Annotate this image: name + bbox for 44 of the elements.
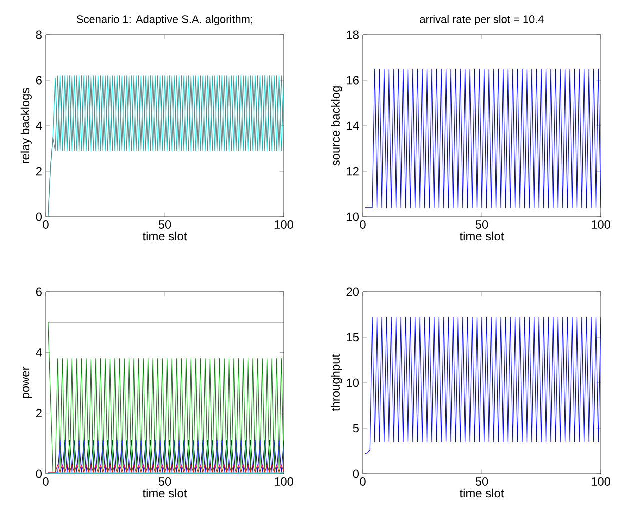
line-series bbox=[48, 322, 284, 473]
y-tick-label: 10 bbox=[347, 212, 360, 222]
y-tick-label: 16 bbox=[347, 76, 359, 85]
y-tick-label: 5 bbox=[353, 424, 359, 433]
y-axis-title: throughput bbox=[331, 354, 342, 412]
x-axis-title: time slot bbox=[142, 232, 188, 241]
y-tick-label: 20 bbox=[346, 288, 360, 296]
x-tick-label: 0 bbox=[43, 478, 49, 486]
x-tick-label: 100 bbox=[592, 478, 611, 486]
x-tick-label: 50 bbox=[158, 478, 172, 486]
x-axis-title: time slot bbox=[142, 488, 188, 498]
y-axis-title: power bbox=[23, 366, 32, 399]
x-tick-label: 50 bbox=[476, 478, 488, 486]
y-tick-label: 6 bbox=[36, 76, 42, 85]
x-tick-label: 0 bbox=[360, 220, 366, 229]
y-tick-label: 14 bbox=[347, 122, 360, 130]
y-tick-label: 4 bbox=[36, 122, 42, 130]
x-tick-label: 0 bbox=[43, 220, 49, 229]
x-tick-label: 50 bbox=[158, 220, 172, 229]
y-tick-label: 0 bbox=[36, 470, 42, 478]
x-tick-label: 50 bbox=[476, 220, 488, 229]
y-axis-title: source backlog bbox=[331, 86, 342, 166]
y-tick-label: 0 bbox=[353, 470, 360, 478]
x-tick-label: 100 bbox=[274, 220, 294, 229]
x-tick-label: 100 bbox=[592, 220, 611, 229]
line-series bbox=[48, 76, 284, 217]
chart-title: Scenario 1: Adaptive S.A. algorithm; bbox=[76, 15, 253, 26]
x-axis-title: time slot bbox=[460, 232, 504, 241]
y-tick-label: 6 bbox=[36, 288, 42, 296]
y-tick-label: 4 bbox=[36, 348, 42, 357]
y-tick-label: 2 bbox=[36, 409, 42, 418]
x-axis-title: time slot bbox=[460, 488, 504, 498]
x-tick-label: 0 bbox=[360, 478, 366, 486]
y-axis-title: relay backlogs bbox=[20, 88, 32, 164]
y-tick-label: 10 bbox=[347, 378, 360, 388]
x-tick-label: 100 bbox=[274, 478, 294, 486]
chart-title: arrival rate per slot = 10.4 bbox=[420, 15, 544, 26]
y-tick-label: 0 bbox=[36, 212, 42, 222]
y-tick-label: 2 bbox=[36, 167, 42, 176]
y-tick-label: 8 bbox=[36, 30, 42, 40]
y-tick-label: 15 bbox=[347, 333, 359, 342]
y-tick-label: 18 bbox=[347, 30, 359, 40]
y-tick-label: 12 bbox=[347, 167, 359, 176]
line-series bbox=[365, 317, 602, 454]
